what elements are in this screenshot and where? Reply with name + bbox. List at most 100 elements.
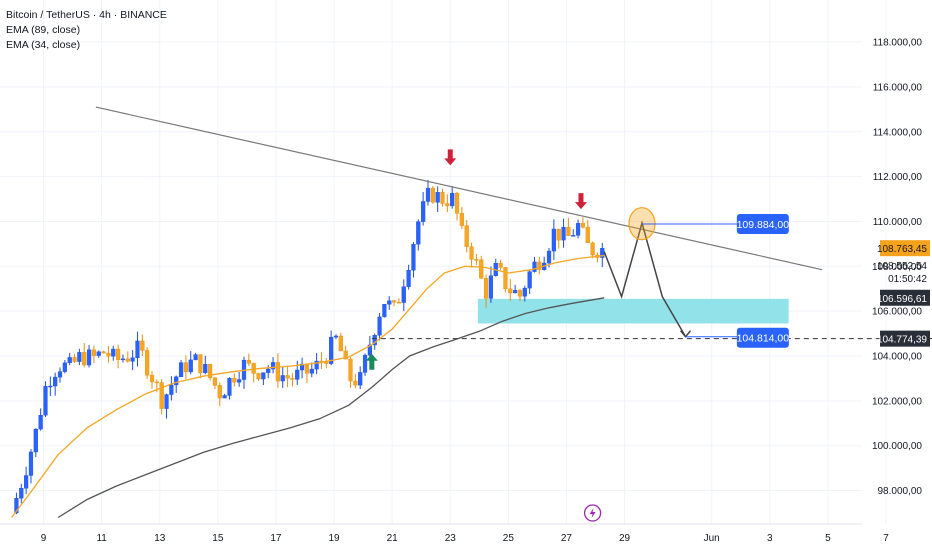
level-price-label-box xyxy=(880,330,930,347)
candle-body xyxy=(503,267,508,290)
candle-body xyxy=(348,358,353,382)
price-labels: 108.763,45 108.552,54 01:50:42 106.596,61 10… xyxy=(877,240,930,347)
target-high-label: 109.884,00 xyxy=(737,219,790,231)
candle-body xyxy=(295,369,300,380)
candle-body xyxy=(193,354,198,361)
candle-body xyxy=(57,371,63,378)
candle-body xyxy=(237,379,242,383)
projection-path xyxy=(603,220,687,338)
x-tick-label: 23 xyxy=(445,533,457,544)
x-tick-label: 29 xyxy=(619,533,631,544)
y-tick-label: 100.000,00 xyxy=(872,441,922,452)
candle-body xyxy=(580,223,586,228)
target-high-label-box xyxy=(736,214,789,235)
target-low-label: 104.814,00 xyxy=(737,333,790,345)
candle-body xyxy=(401,286,406,303)
up-arrow-icon xyxy=(365,353,378,370)
candle-body xyxy=(406,270,411,287)
x-tick-label: 15 xyxy=(212,533,224,544)
candle-body xyxy=(566,226,571,236)
trendline xyxy=(95,106,823,271)
y-tick-label: 102.000,00 xyxy=(872,396,922,407)
candle-body xyxy=(38,414,43,430)
y-tick-label: 114.000,00 xyxy=(873,127,923,138)
x-tick-label: 3 xyxy=(767,533,773,544)
x-tick-label: 13 xyxy=(154,533,166,544)
candle-body xyxy=(135,340,140,359)
candle-body xyxy=(411,243,416,271)
candle-body xyxy=(77,352,82,362)
candle-body xyxy=(517,290,523,297)
candle-body xyxy=(343,350,348,360)
indicator-ema89[interactable]: EMA (89, close) xyxy=(6,24,81,36)
candle-body xyxy=(430,187,435,203)
candle-body xyxy=(217,385,222,399)
x-tick-label: 27 xyxy=(561,533,573,544)
candle-body xyxy=(19,488,24,499)
candle-body xyxy=(275,362,280,382)
candle-body xyxy=(120,358,126,361)
candle-body xyxy=(212,377,218,386)
y-tick-label: 116.000,00 xyxy=(873,82,923,93)
candle-body xyxy=(498,263,503,268)
y-tick-label: 118.000,00 xyxy=(873,38,923,49)
candle-body xyxy=(86,349,92,366)
candle-body xyxy=(522,287,527,297)
y-tick-label: 104.000,00 xyxy=(872,352,922,363)
candle-body xyxy=(304,363,310,374)
candle-body xyxy=(314,360,319,370)
ema-lines xyxy=(11,254,605,519)
candle-body xyxy=(454,192,460,214)
candle-body xyxy=(227,377,232,396)
x-tick-label: 5 xyxy=(825,533,831,544)
y-tick-label: 98.000,00 xyxy=(878,486,923,497)
candle-body xyxy=(222,395,227,399)
candle-body xyxy=(416,221,421,245)
candle-body xyxy=(372,335,377,346)
candle-body xyxy=(174,376,179,386)
candle-body xyxy=(24,475,29,489)
candle-body xyxy=(590,242,595,256)
candle-body xyxy=(203,364,208,374)
candle-body xyxy=(280,375,285,382)
candle-body xyxy=(440,192,445,204)
candle-body xyxy=(91,349,97,356)
candle-body xyxy=(28,451,34,476)
ema89-price-label-box xyxy=(880,289,930,306)
x-tick-label: 17 xyxy=(270,533,282,544)
x-tick-label: 21 xyxy=(387,533,399,544)
level-price-label: 104.774,39 xyxy=(877,335,927,346)
candlesticks xyxy=(14,180,605,515)
last-close-label: 108.552,54 xyxy=(877,261,927,272)
symbol-title[interactable]: Bitcoin / TetherUS · 4h · BINANCE xyxy=(6,9,167,21)
ema89-price-label: 106.596,61 xyxy=(877,294,927,305)
candle-body xyxy=(561,226,566,241)
candle-body xyxy=(125,358,130,362)
candle-body xyxy=(391,300,397,303)
candle-body xyxy=(513,290,518,294)
last-price-label-box xyxy=(880,240,930,257)
candle-body xyxy=(164,394,169,409)
candle-body xyxy=(140,340,145,351)
candle-body xyxy=(62,362,67,372)
x-tick-label: 25 xyxy=(503,533,515,544)
y-tick-label: 108.000,00 xyxy=(872,262,922,273)
candle-body xyxy=(96,351,101,356)
candle-body xyxy=(299,363,305,371)
candle-body xyxy=(329,336,334,364)
candle-body xyxy=(527,271,532,289)
y-tick-label: 110.000,00 xyxy=(873,217,923,228)
y-tick-label: 106.000,00 xyxy=(872,307,922,318)
candle-body xyxy=(435,192,440,203)
candle-body xyxy=(353,380,358,386)
candle-body xyxy=(72,357,77,362)
candle-body xyxy=(358,372,363,386)
x-tick-label: Jun xyxy=(704,533,720,544)
candle-body xyxy=(333,335,339,338)
candle-body xyxy=(309,368,314,374)
indicator-ema34[interactable]: EMA (34, close) xyxy=(6,39,81,51)
candle-body xyxy=(208,364,213,378)
x-tick-label: 7 xyxy=(883,533,889,544)
candle-body xyxy=(53,376,58,387)
